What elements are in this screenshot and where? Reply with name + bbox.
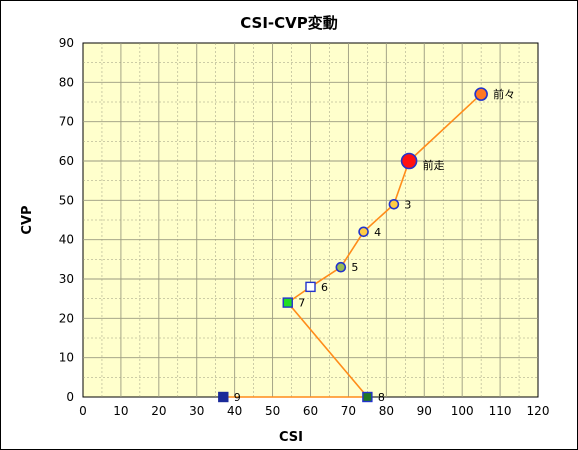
y-tick-label: 70 [59, 115, 74, 129]
x-tick-label: 110 [489, 404, 512, 418]
x-tick-label: 120 [527, 404, 550, 418]
data-markers [218, 87, 488, 403]
x-axis-label: CSI [279, 430, 303, 445]
y-tick-label: 40 [59, 233, 74, 247]
data-point-label: 前々 [493, 87, 515, 101]
data-point-label: 9 [234, 391, 241, 404]
data-point-marker [474, 87, 488, 101]
x-tick-label: 10 [113, 404, 128, 418]
x-tick-label: 100 [451, 404, 474, 418]
y-axis-label: CVP [20, 205, 35, 234]
y-tick-label: 80 [59, 75, 74, 89]
data-point-label: 前走 [423, 158, 445, 172]
data-point-marker [218, 391, 229, 403]
data-point-marker [388, 198, 400, 210]
x-tick-label: 60 [303, 404, 318, 418]
data-point-label: 8 [378, 391, 385, 404]
y-tick-label: 60 [59, 154, 74, 168]
data-point-label: 3 [404, 198, 411, 211]
chart-title: CSI-CVP変動 [240, 14, 338, 32]
data-point-label: 7 [298, 297, 305, 310]
data-point-marker [282, 297, 293, 308]
x-tick-label: 30 [189, 404, 204, 418]
grid-lines [83, 43, 538, 397]
x-tick-label: 70 [341, 404, 356, 418]
y-tick-label: 90 [59, 36, 74, 50]
data-point-marker [362, 391, 373, 403]
data-point-label: 4 [374, 226, 381, 239]
data-point-label: 6 [321, 281, 328, 294]
x-tick-label: 0 [79, 404, 87, 418]
data-point-marker [305, 281, 316, 293]
y-tick-label: 30 [59, 272, 74, 286]
x-tick-label: 40 [227, 404, 242, 418]
x-tick-label: 80 [379, 404, 394, 418]
x-tick-label: 20 [151, 404, 166, 418]
tick-labels: 0 10 20 30 40 50 60 70 80 90 100 110 120 0 10 20 30 40 50 6… [59, 36, 550, 418]
x-tick-label: 90 [417, 404, 432, 418]
y-tick-label: 0 [66, 390, 74, 404]
data-point-marker [400, 152, 418, 170]
x-tick-label: 50 [265, 404, 280, 418]
y-tick-label: 10 [59, 351, 74, 365]
y-tick-label: 20 [59, 311, 74, 325]
y-tick-label: 50 [59, 193, 74, 207]
data-point-marker [335, 261, 347, 273]
data-point-marker [358, 226, 369, 238]
data-point-label: 5 [351, 261, 358, 274]
